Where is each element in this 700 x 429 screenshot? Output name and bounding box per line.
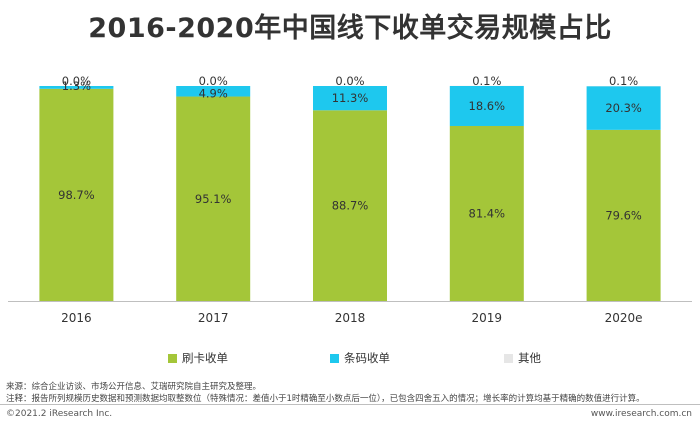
bar-2019-series-0 bbox=[449, 125, 524, 302]
source-note: 来源：综合企业访谈、市场公开信息、艾瑞研究院自主研究及整理。 bbox=[6, 382, 262, 392]
data-label-2018-card: 88.7% bbox=[332, 199, 369, 213]
legend-swatch-other bbox=[504, 353, 513, 363]
bar-2016-series-1 bbox=[39, 86, 114, 89]
methodology-note: 注释：报告所列规模历史数据和预测数据均取整数位（特殊情况：差值小于1时精确至小数… bbox=[6, 394, 645, 404]
footer-divider bbox=[0, 404, 700, 405]
bar-2020e-series-1 bbox=[586, 86, 661, 130]
stacked-bar-chart: 98.7%1.3%0.0%201695.1%4.9%0.0%201788.7%1… bbox=[8, 74, 692, 325]
data-label-2020e-other: 0.1% bbox=[609, 74, 638, 88]
data-label-2019-card: 81.4% bbox=[469, 206, 506, 220]
legend-swatch-barcode bbox=[330, 353, 339, 363]
bar-2018-series-0 bbox=[313, 110, 387, 301]
data-label-2017-other: 0.0% bbox=[199, 74, 228, 88]
x-tick-label-2018: 2018 bbox=[335, 311, 366, 325]
x-tick-label-2019: 2019 bbox=[472, 311, 503, 325]
bar-2018-series-1 bbox=[313, 86, 387, 111]
bar-2019-series-1 bbox=[449, 86, 524, 126]
data-label-2017-card: 95.1% bbox=[195, 192, 232, 206]
legend-label-barcode: 条码收单 bbox=[344, 351, 390, 365]
legend-swatch-card bbox=[168, 353, 177, 363]
x-tick-label-2017: 2017 bbox=[198, 311, 229, 325]
x-tick-label-2016: 2016 bbox=[61, 311, 92, 325]
data-label-2019-barcode: 18.6% bbox=[469, 99, 506, 113]
data-label-2020e-barcode: 20.3% bbox=[605, 101, 642, 115]
bar-2016-series-0 bbox=[39, 88, 114, 301]
bar-2017-series-0 bbox=[176, 96, 251, 301]
legend-label-other: 其他 bbox=[518, 351, 541, 365]
data-label-2018-other: 0.0% bbox=[335, 74, 364, 88]
chart-legend: 刷卡收单 条码收单 其他 bbox=[0, 350, 700, 368]
bar-2020e-series-0 bbox=[586, 129, 661, 301]
data-label-2020e-card: 79.6% bbox=[605, 208, 642, 222]
bar-2017-series-1 bbox=[176, 86, 251, 97]
x-tick-label-2020e: 2020e bbox=[605, 311, 643, 325]
legend-label-card: 刷卡收单 bbox=[182, 351, 228, 365]
chart-title: 2016-2020年中国线下收单交易规模占比 bbox=[88, 13, 612, 44]
data-label-2018-barcode: 11.3% bbox=[332, 91, 369, 105]
legend-item-barcode: 条码收单 bbox=[330, 350, 390, 366]
footer-website: www.iresearch.com.cn bbox=[590, 409, 692, 419]
data-label-2019-other: 0.1% bbox=[472, 74, 501, 88]
data-label-2016-barcode: 1.3% bbox=[62, 79, 91, 93]
chart-notes: 来源：综合企业访谈、市场公开信息、艾瑞研究院自主研究及整理。 注释：报告所列规模… bbox=[6, 381, 700, 405]
legend-item-other: 其他 bbox=[504, 350, 541, 366]
data-label-2016-card: 98.7% bbox=[58, 188, 95, 202]
data-label-2016-other: 0.0% bbox=[62, 74, 91, 88]
data-label-2017-barcode: 4.9% bbox=[199, 87, 228, 101]
footer-copyright: ©2021.2 iResearch Inc. bbox=[6, 409, 113, 419]
legend-item-card: 刷卡收单 bbox=[168, 350, 228, 366]
